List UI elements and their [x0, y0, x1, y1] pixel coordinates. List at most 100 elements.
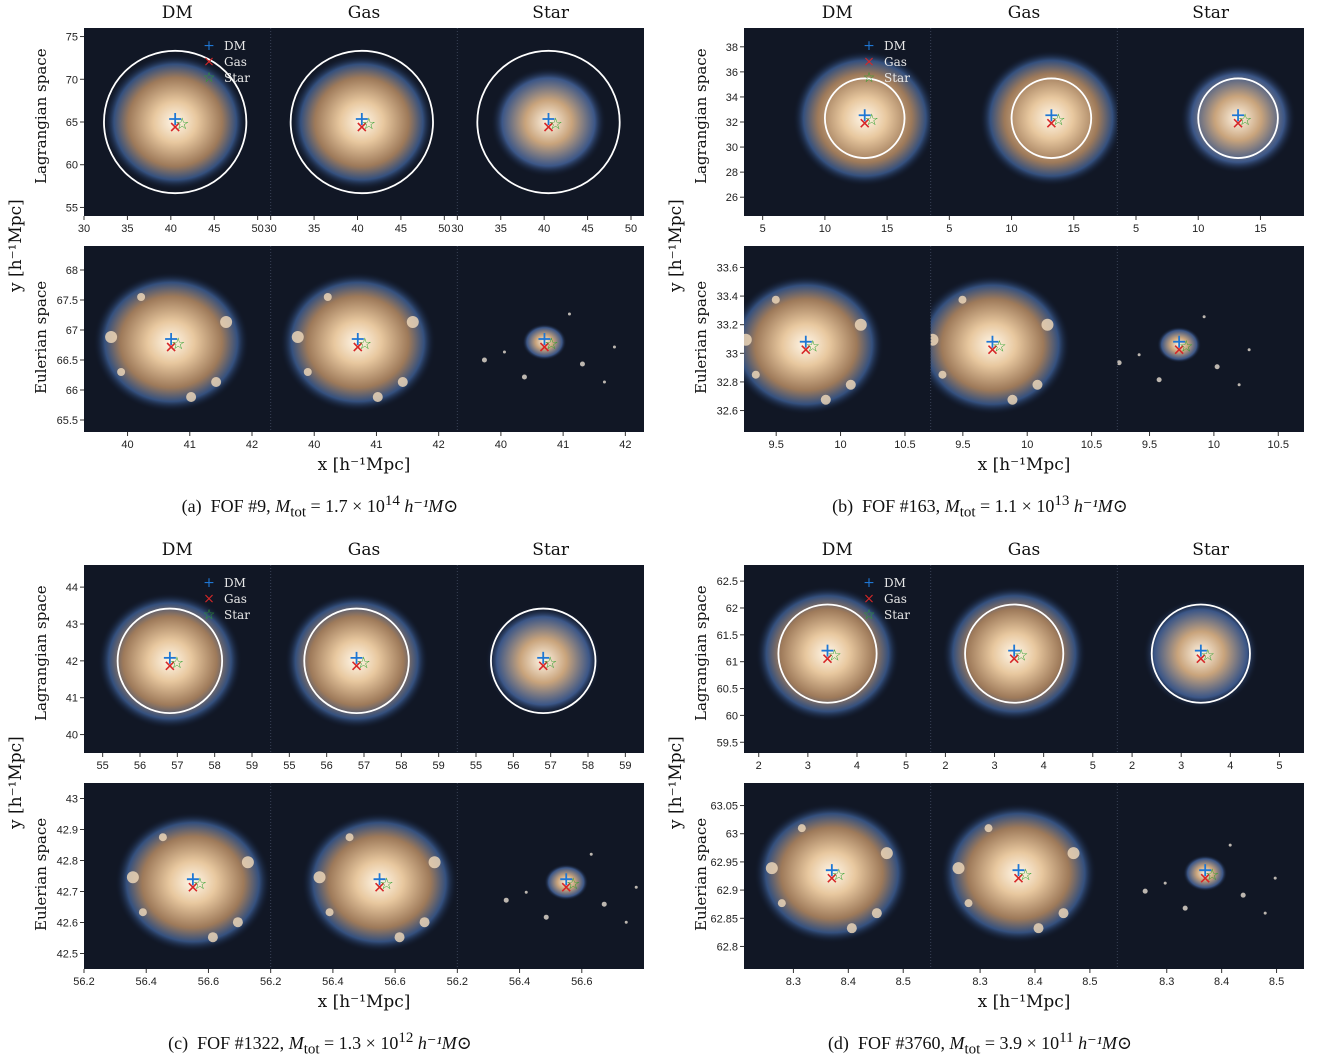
caption-mass-subscript: tot	[303, 1041, 320, 1058]
marker-dm-center	[986, 335, 999, 348]
column-title-dm: DM	[161, 540, 193, 560]
marker-gas-center	[539, 342, 550, 352]
y-tick-label: 26	[726, 192, 738, 204]
x-tick-label: 56.4	[136, 976, 157, 988]
caption-mass-unit: h⁻¹M⊙	[1073, 496, 1128, 516]
satellite-point	[1156, 377, 1162, 383]
y-axis-label: y [h⁻¹Mpc]	[6, 199, 26, 292]
x-tick-label: 3	[805, 760, 811, 772]
y-tick-label: 63.05	[710, 801, 738, 813]
row-label-lagrangian: Lagrangian space	[32, 585, 50, 721]
substructure-clump	[930, 333, 939, 346]
marker-dm-center	[858, 109, 871, 122]
legend: + DM × Gas ☆ Star	[202, 38, 250, 86]
column-title-star: Star	[532, 540, 570, 560]
subplot-gas-eul: ☆	[930, 274, 1071, 415]
x-tick-label: 58	[209, 760, 221, 772]
substructure-clump	[372, 392, 383, 402]
caption-fof-id: FOF #1322,	[197, 1033, 285, 1053]
x-tick-label: 50	[252, 223, 264, 235]
caption-letter: (c)	[168, 1033, 189, 1053]
substructure-clump	[220, 316, 233, 328]
y-tick-label: 33	[726, 348, 738, 360]
y-tick-label: 42.7	[57, 887, 78, 899]
subplot-star-eul: ☆	[503, 852, 638, 924]
substructure-clump	[1067, 847, 1080, 860]
substructure-clump	[777, 899, 786, 908]
x-tick-label: 30	[78, 223, 90, 235]
legend: + DM × Gas ☆ Star	[862, 575, 910, 623]
caption-fof-id: FOF #163,	[862, 496, 941, 516]
y-tick-label: 67.5	[57, 295, 78, 307]
legend-entry-dm: + DM	[202, 38, 250, 54]
caption-mass-unit: h⁻¹M⊙	[417, 1033, 472, 1053]
marker-dm-center	[542, 113, 555, 125]
caption-mass-symbol: M	[288, 1033, 304, 1053]
substructure-clump	[744, 333, 752, 346]
marker-gas-center	[1013, 873, 1024, 883]
legend-entry-gas: × Gas	[202, 54, 250, 70]
x-tick-label: 5	[903, 760, 909, 772]
marker-gas-center	[860, 118, 870, 128]
figure-caption: (a) FOF #9, Mtot = 1.7 × 1014 h⁻¹M⊙	[0, 493, 640, 522]
marker-gas-center	[170, 122, 180, 132]
marker-dm-center	[169, 113, 182, 125]
x-tick-label: 8.5	[1082, 976, 1097, 988]
x-tick-label: 3	[1178, 760, 1184, 772]
x-tick-label: 40	[495, 439, 507, 451]
substructure-clump	[394, 932, 405, 943]
column-title-star: Star	[1192, 540, 1230, 560]
satellite-point	[1142, 888, 1148, 894]
marker-dm-center	[821, 644, 834, 657]
y-tick-label: 61.5	[717, 630, 738, 642]
substructure-clump	[323, 293, 332, 301]
x-tick-label: 41	[184, 439, 196, 451]
substructure-clump	[797, 824, 806, 833]
legend-entry-gas: × Gas	[862, 54, 910, 70]
legend-label-gas: Gas	[884, 55, 907, 69]
satellite-point	[1240, 892, 1246, 898]
marker-dm-center	[1199, 864, 1212, 877]
x-tick-label: 8.3	[1159, 976, 1174, 988]
x-tick-label: 45	[395, 223, 407, 235]
row-label-lagrangian: Lagrangian space	[692, 48, 710, 184]
subplot-gas-eul: ☆	[301, 812, 458, 953]
y-tick-label: 32.8	[717, 377, 738, 389]
figure-caption: (d) FOF #3760, Mtot = 3.9 × 1011 h⁻¹M⊙	[660, 1030, 1300, 1059]
satellite-point	[502, 350, 506, 354]
marker-star-center: ☆	[827, 646, 841, 665]
marker-gas-center	[1233, 118, 1243, 128]
lagrangian-radius-circle	[476, 49, 621, 195]
x-tick-label: 35	[495, 223, 507, 235]
column-title-dm: DM	[821, 540, 853, 560]
x-tick-label: 56	[321, 760, 333, 772]
x-tick-label: 56	[507, 760, 519, 772]
caption-mass-subscript: tot	[290, 504, 307, 521]
legend-label-gas: Gas	[224, 592, 247, 606]
legend-entry-star: ☆ Star	[862, 607, 910, 623]
substructure-clump	[397, 377, 408, 387]
y-tick-label: 61	[726, 657, 738, 669]
x-tick-label: 5	[760, 223, 766, 235]
y-tick-label: 36	[726, 67, 738, 79]
satellite-point	[481, 357, 487, 363]
substructure-clump	[854, 318, 867, 331]
caption-letter: (b)	[832, 496, 854, 516]
x-tick-label: 5	[1276, 760, 1282, 772]
x-tick-label: 5	[1133, 223, 1139, 235]
marker-gas-center	[543, 122, 554, 132]
subplot-dm-lag: ☆	[103, 49, 248, 195]
subplot-star-eul: ☆	[481, 312, 616, 384]
y-tick-label: 62.5	[717, 576, 738, 588]
marker-star-center: ☆	[1179, 337, 1193, 356]
substructure-clump	[207, 932, 218, 943]
satellite-point	[579, 361, 585, 367]
caption-fof-id: FOF #9,	[210, 496, 271, 516]
caption-mass-exponent: 12	[398, 1030, 414, 1046]
legend-marker-dm: +	[863, 38, 875, 54]
legend-marker-star: ☆	[202, 607, 216, 623]
y-tick-label: 32	[726, 117, 738, 129]
substructure-clump	[406, 316, 419, 328]
marker-gas-center	[166, 342, 176, 352]
x-tick-label: 56.2	[260, 976, 281, 988]
